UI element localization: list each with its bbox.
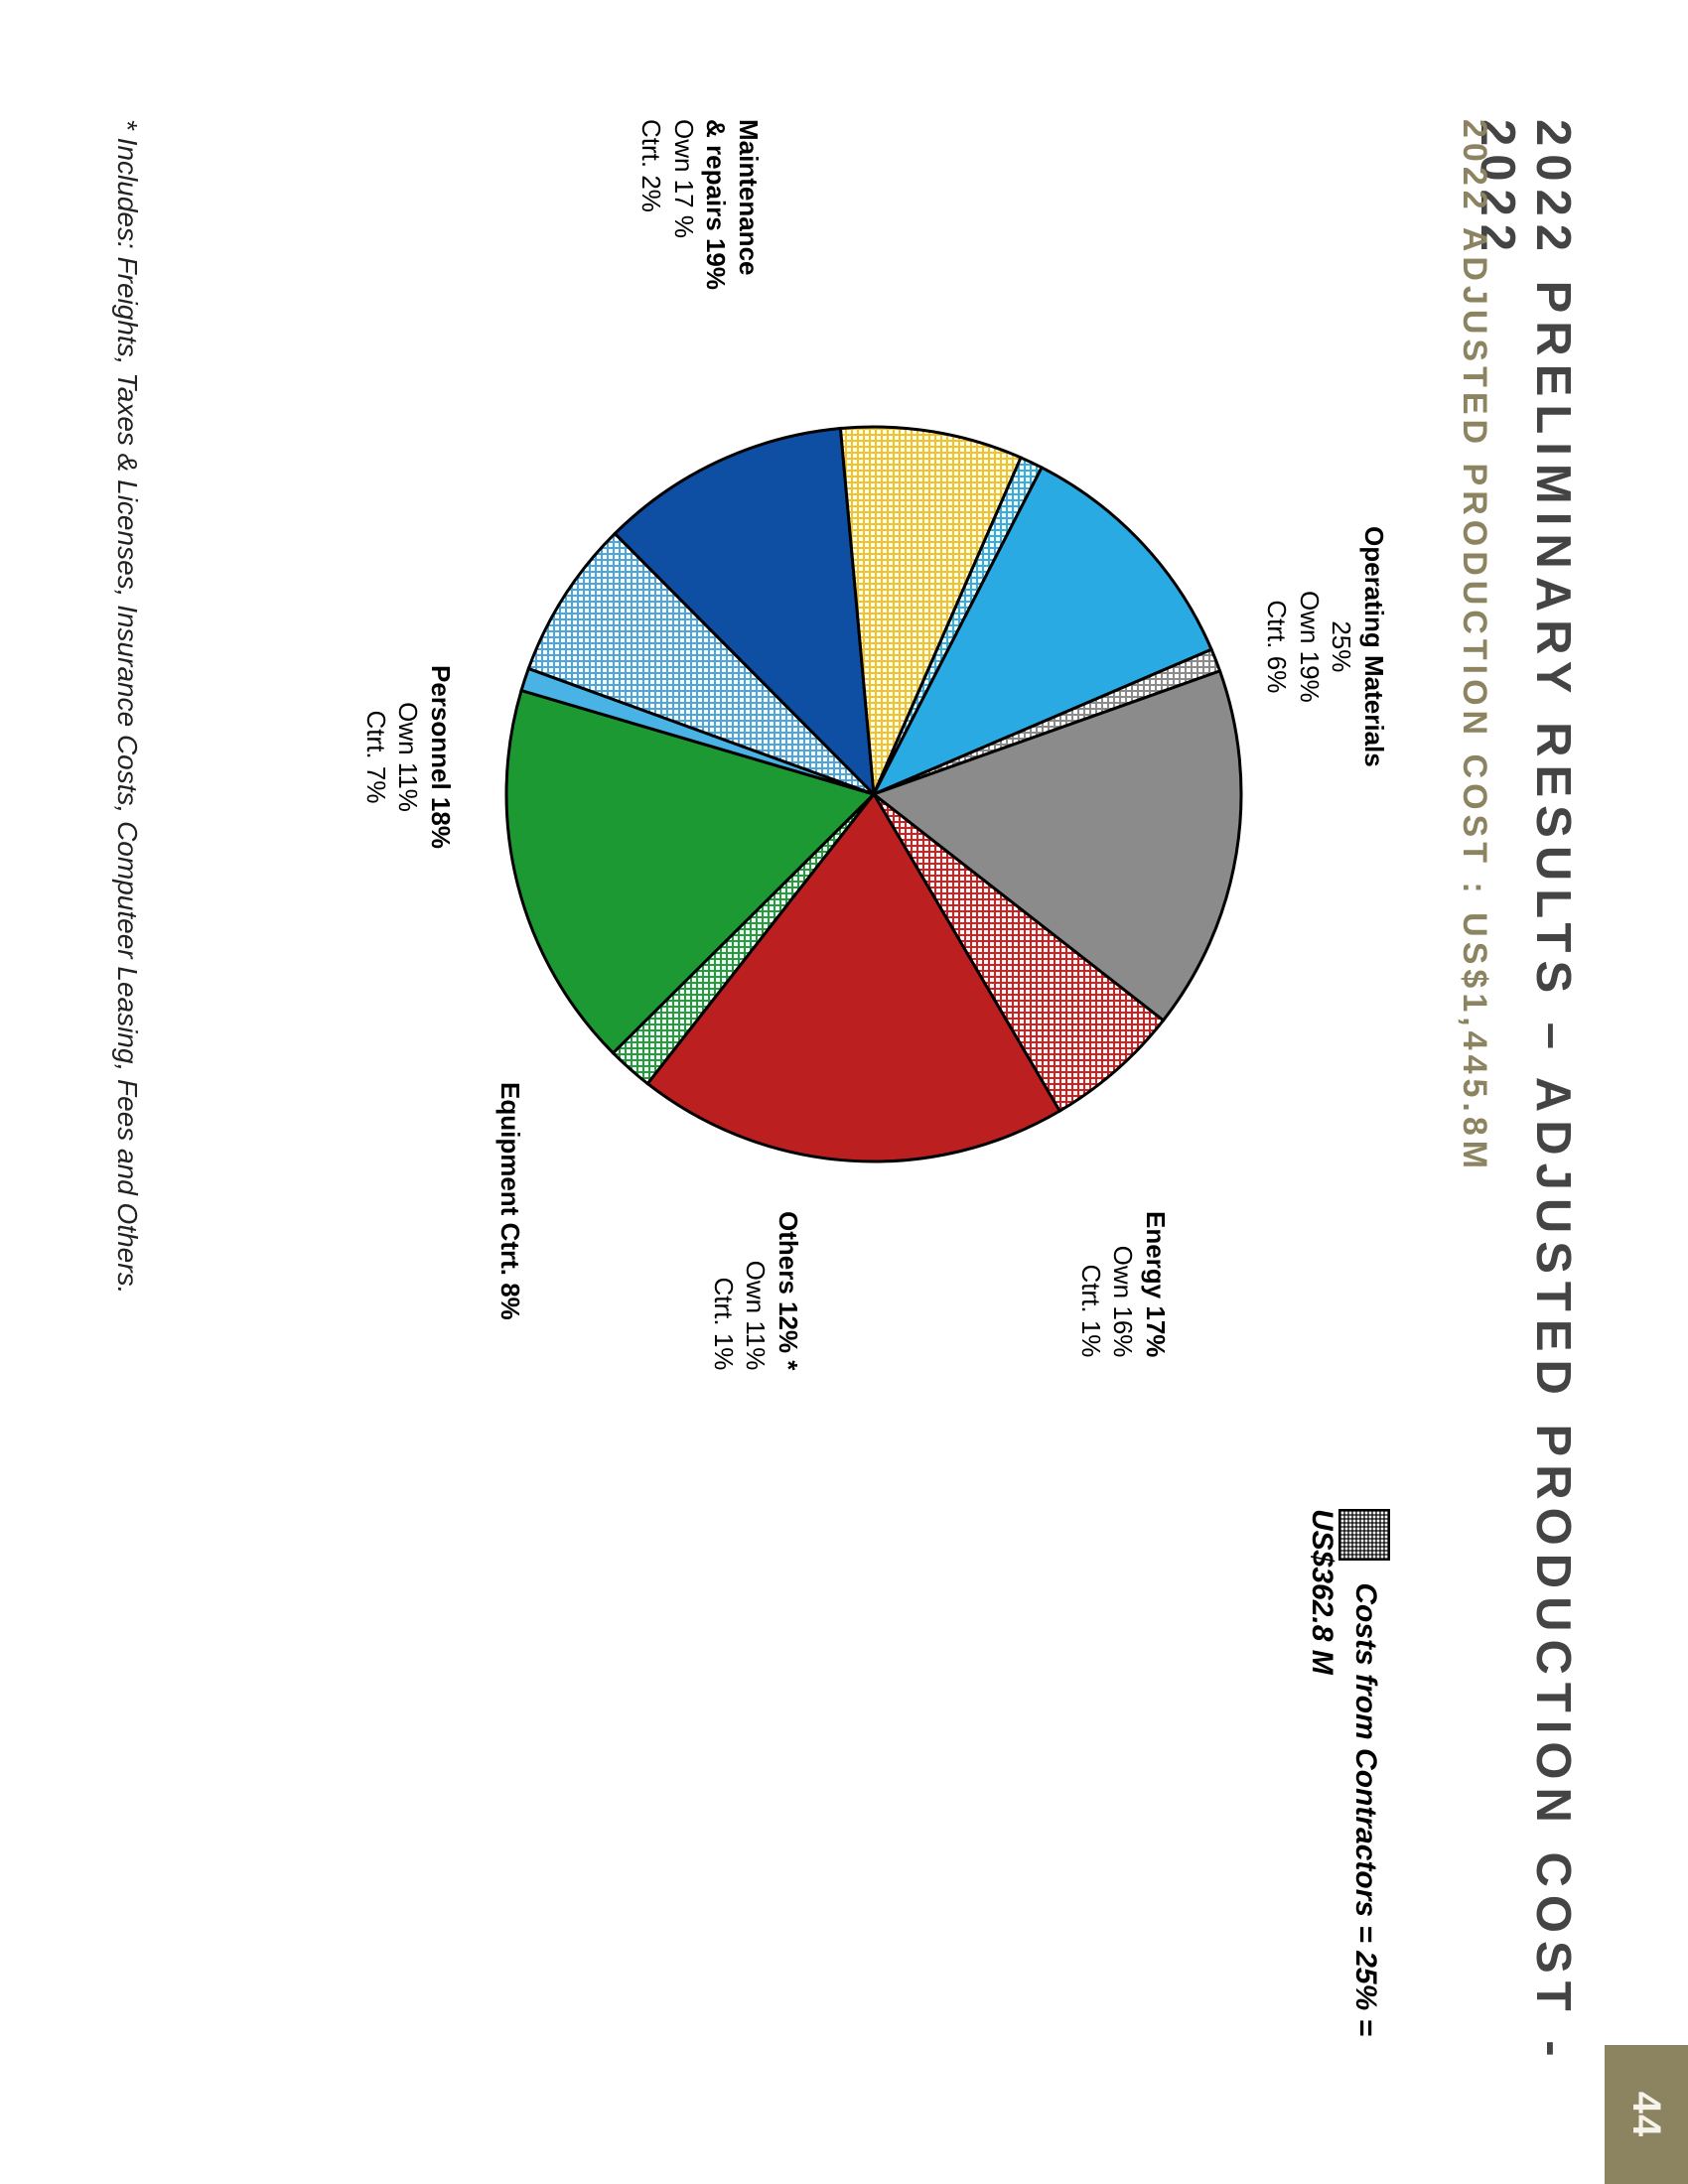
lbl-energy: Energy 17%Own 16%Ctrt. 1%	[1075, 1211, 1173, 1357]
legend: Costs from Contractors = 25% = US$362.8 …	[1305, 1509, 1390, 2124]
page-number-badge: 44	[1605, 2045, 1688, 2184]
pie-chart: Operating Materials25%Own 19%Ctrt. 6%Mai…	[377, 298, 1370, 1291]
lbl-pers: Personnel 18%Own 11%Ctrt. 7%	[360, 665, 458, 849]
page-subtitle: 2022 ADJUSTED PRODUCTION COST : US$1,445…	[1455, 119, 1493, 1173]
legend-text: Costs from Contractors = 25% = US$362.8 …	[1306, 1509, 1382, 2036]
lbl-others: Others 12% *Own 11%Ctrt. 1%	[708, 1211, 805, 1370]
lbl-maint: Maintenance& repairs 19%Own 17 %Ctrt. 2%	[635, 119, 765, 290]
legend-swatch-hatch	[1338, 1509, 1390, 1561]
lbl-om: Operating Materials25%Own 19%Ctrt. 6%	[1261, 526, 1390, 767]
lbl-equip: Equipment Ctrt. 8%	[494, 1082, 527, 1320]
footnote: * Includes: Freights, Taxes & Licenses, …	[111, 119, 143, 1294]
